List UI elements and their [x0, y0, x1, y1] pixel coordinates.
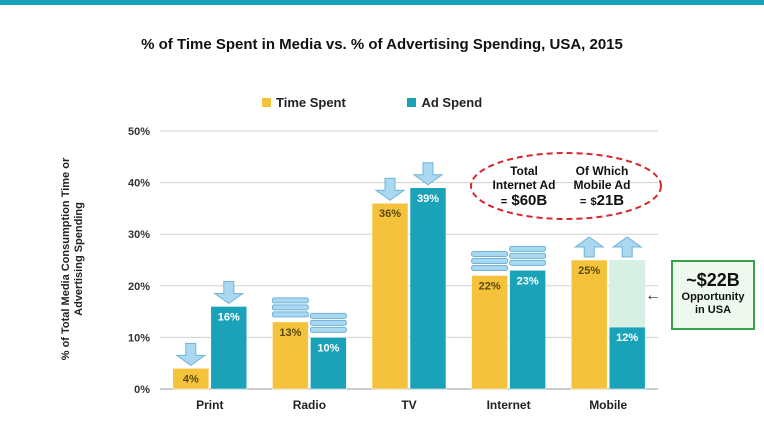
legend-label-time-spent: Time Spent [276, 95, 346, 110]
x-tick-label: Internet [487, 398, 531, 412]
data-label: 16% [218, 311, 240, 323]
x-tick-label: TV [401, 398, 416, 412]
bar [272, 321, 309, 390]
oval-mobile-line2: Mobile Ad [573, 178, 631, 192]
data-label: 13% [279, 327, 301, 339]
bar [310, 337, 347, 390]
bar [471, 275, 508, 390]
dashed-oval [470, 152, 662, 220]
top-accent-bar [0, 0, 764, 5]
oval-mobile-amount: 21B [596, 192, 625, 209]
up-arrow-icon [611, 236, 643, 258]
oval-mobile-value: = $21B [566, 192, 638, 209]
bar [371, 202, 409, 390]
legend-item-time-spent: Time Spent [262, 95, 346, 110]
callout-line1: Opportunity [681, 291, 745, 303]
y-tick-label: 0% [134, 384, 150, 396]
data-label: 23% [517, 275, 539, 287]
data-label: 25% [578, 265, 600, 277]
y-tick-label: 30% [128, 229, 150, 241]
oval-mobile-ad: Of Which Mobile Ad = $21B [566, 164, 638, 209]
x-tick-label: Radio [293, 398, 326, 412]
down-arrow-icon [374, 177, 406, 201]
legend-item-ad-spend: Ad Spend [407, 95, 482, 110]
callout-amount: ~$22B [686, 270, 740, 290]
down-arrow-icon [213, 280, 245, 305]
arrow-left-icon: ← [645, 287, 661, 304]
chart-title: % of Time Spent in Media vs. % of Advert… [141, 36, 623, 53]
x-tick-label: Print [196, 398, 223, 412]
oval-mobile-equals: = [579, 196, 587, 208]
data-label: 12% [616, 332, 638, 344]
oval-mobile-dollar: $ [590, 196, 597, 208]
data-label: 4% [183, 373, 199, 385]
bar [210, 306, 248, 390]
oval-total-value: = $60B [483, 192, 565, 209]
opportunity-callout: ~$22B Opportunity in USA [671, 260, 755, 330]
oval-mobile-line1: Of Which [575, 164, 629, 178]
legend-swatch-ad-spend [407, 98, 417, 107]
legend: Time Spent Ad Spend [262, 95, 540, 110]
x-tick-label: Mobile [589, 398, 627, 412]
equal-bars-icon [509, 245, 547, 266]
legend-swatch-time-spent [262, 98, 271, 107]
equal-bars-icon [271, 297, 309, 318]
data-label: 39% [417, 193, 439, 205]
bar [509, 270, 546, 390]
oval-total-equals: = [500, 196, 508, 208]
oval-total-amount: $60B [511, 192, 548, 209]
legend-label-ad-spend: Ad Spend [421, 95, 483, 110]
bar [409, 187, 447, 390]
oval-total-line1: Total [510, 164, 538, 178]
callout-line2: in USA [694, 304, 732, 316]
data-label: 10% [317, 342, 339, 354]
up-arrow-icon [573, 236, 605, 258]
mobile-opportunity-gap [609, 260, 646, 328]
y-tick-label: 10% [128, 332, 150, 344]
data-label: 22% [479, 280, 501, 292]
down-arrow-icon [175, 342, 207, 366]
bar [172, 368, 210, 390]
bar [608, 326, 646, 390]
y-tick-label: 40% [128, 178, 150, 190]
oval-total-internet: Total Internet Ad = $60B [483, 164, 565, 209]
bar [570, 259, 608, 390]
equal-bars-icon [309, 312, 347, 333]
oval-total-line2: Internet Ad [492, 178, 556, 192]
y-tick-label: 50% [128, 126, 150, 138]
down-arrow-icon [412, 162, 444, 186]
equal-bars-icon [471, 250, 509, 271]
y-tick-label: 20% [128, 281, 150, 293]
data-label: 36% [379, 208, 401, 220]
